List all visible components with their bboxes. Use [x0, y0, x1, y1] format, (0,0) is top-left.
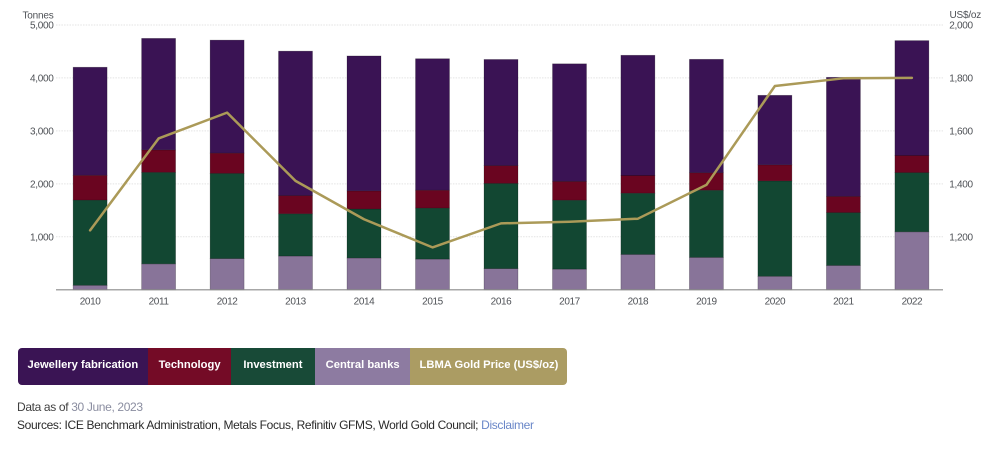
svg-text:2011: 2011 — [149, 297, 170, 308]
svg-text:2013: 2013 — [285, 297, 306, 308]
svg-text:1,600: 1,600 — [949, 126, 973, 137]
svg-text:1,800: 1,800 — [949, 73, 973, 84]
svg-text:1,400: 1,400 — [949, 179, 973, 190]
svg-text:3,000: 3,000 — [30, 126, 54, 137]
svg-text:2014: 2014 — [354, 297, 375, 308]
svg-text:2017: 2017 — [559, 297, 580, 308]
svg-text:4,000: 4,000 — [30, 73, 54, 84]
svg-text:2020: 2020 — [765, 297, 786, 308]
svg-text:Tonnes: Tonnes — [22, 11, 53, 22]
svg-text:1,000: 1,000 — [30, 232, 54, 243]
svg-text:2021: 2021 — [833, 297, 854, 308]
svg-text:2019: 2019 — [696, 297, 717, 308]
svg-text:2018: 2018 — [628, 297, 649, 308]
svg-text:1,200: 1,200 — [949, 232, 973, 243]
svg-text:US$/oz: US$/oz — [950, 10, 982, 21]
svg-text:2015: 2015 — [422, 297, 443, 308]
svg-text:2016: 2016 — [491, 297, 512, 308]
svg-text:2022: 2022 — [902, 297, 923, 308]
svg-text:2,000: 2,000 — [30, 179, 54, 190]
svg-text:2010: 2010 — [80, 297, 101, 308]
svg-text:2012: 2012 — [217, 297, 238, 308]
svg-text:2,000: 2,000 — [949, 21, 973, 32]
svg-text:5,000: 5,000 — [30, 21, 54, 32]
